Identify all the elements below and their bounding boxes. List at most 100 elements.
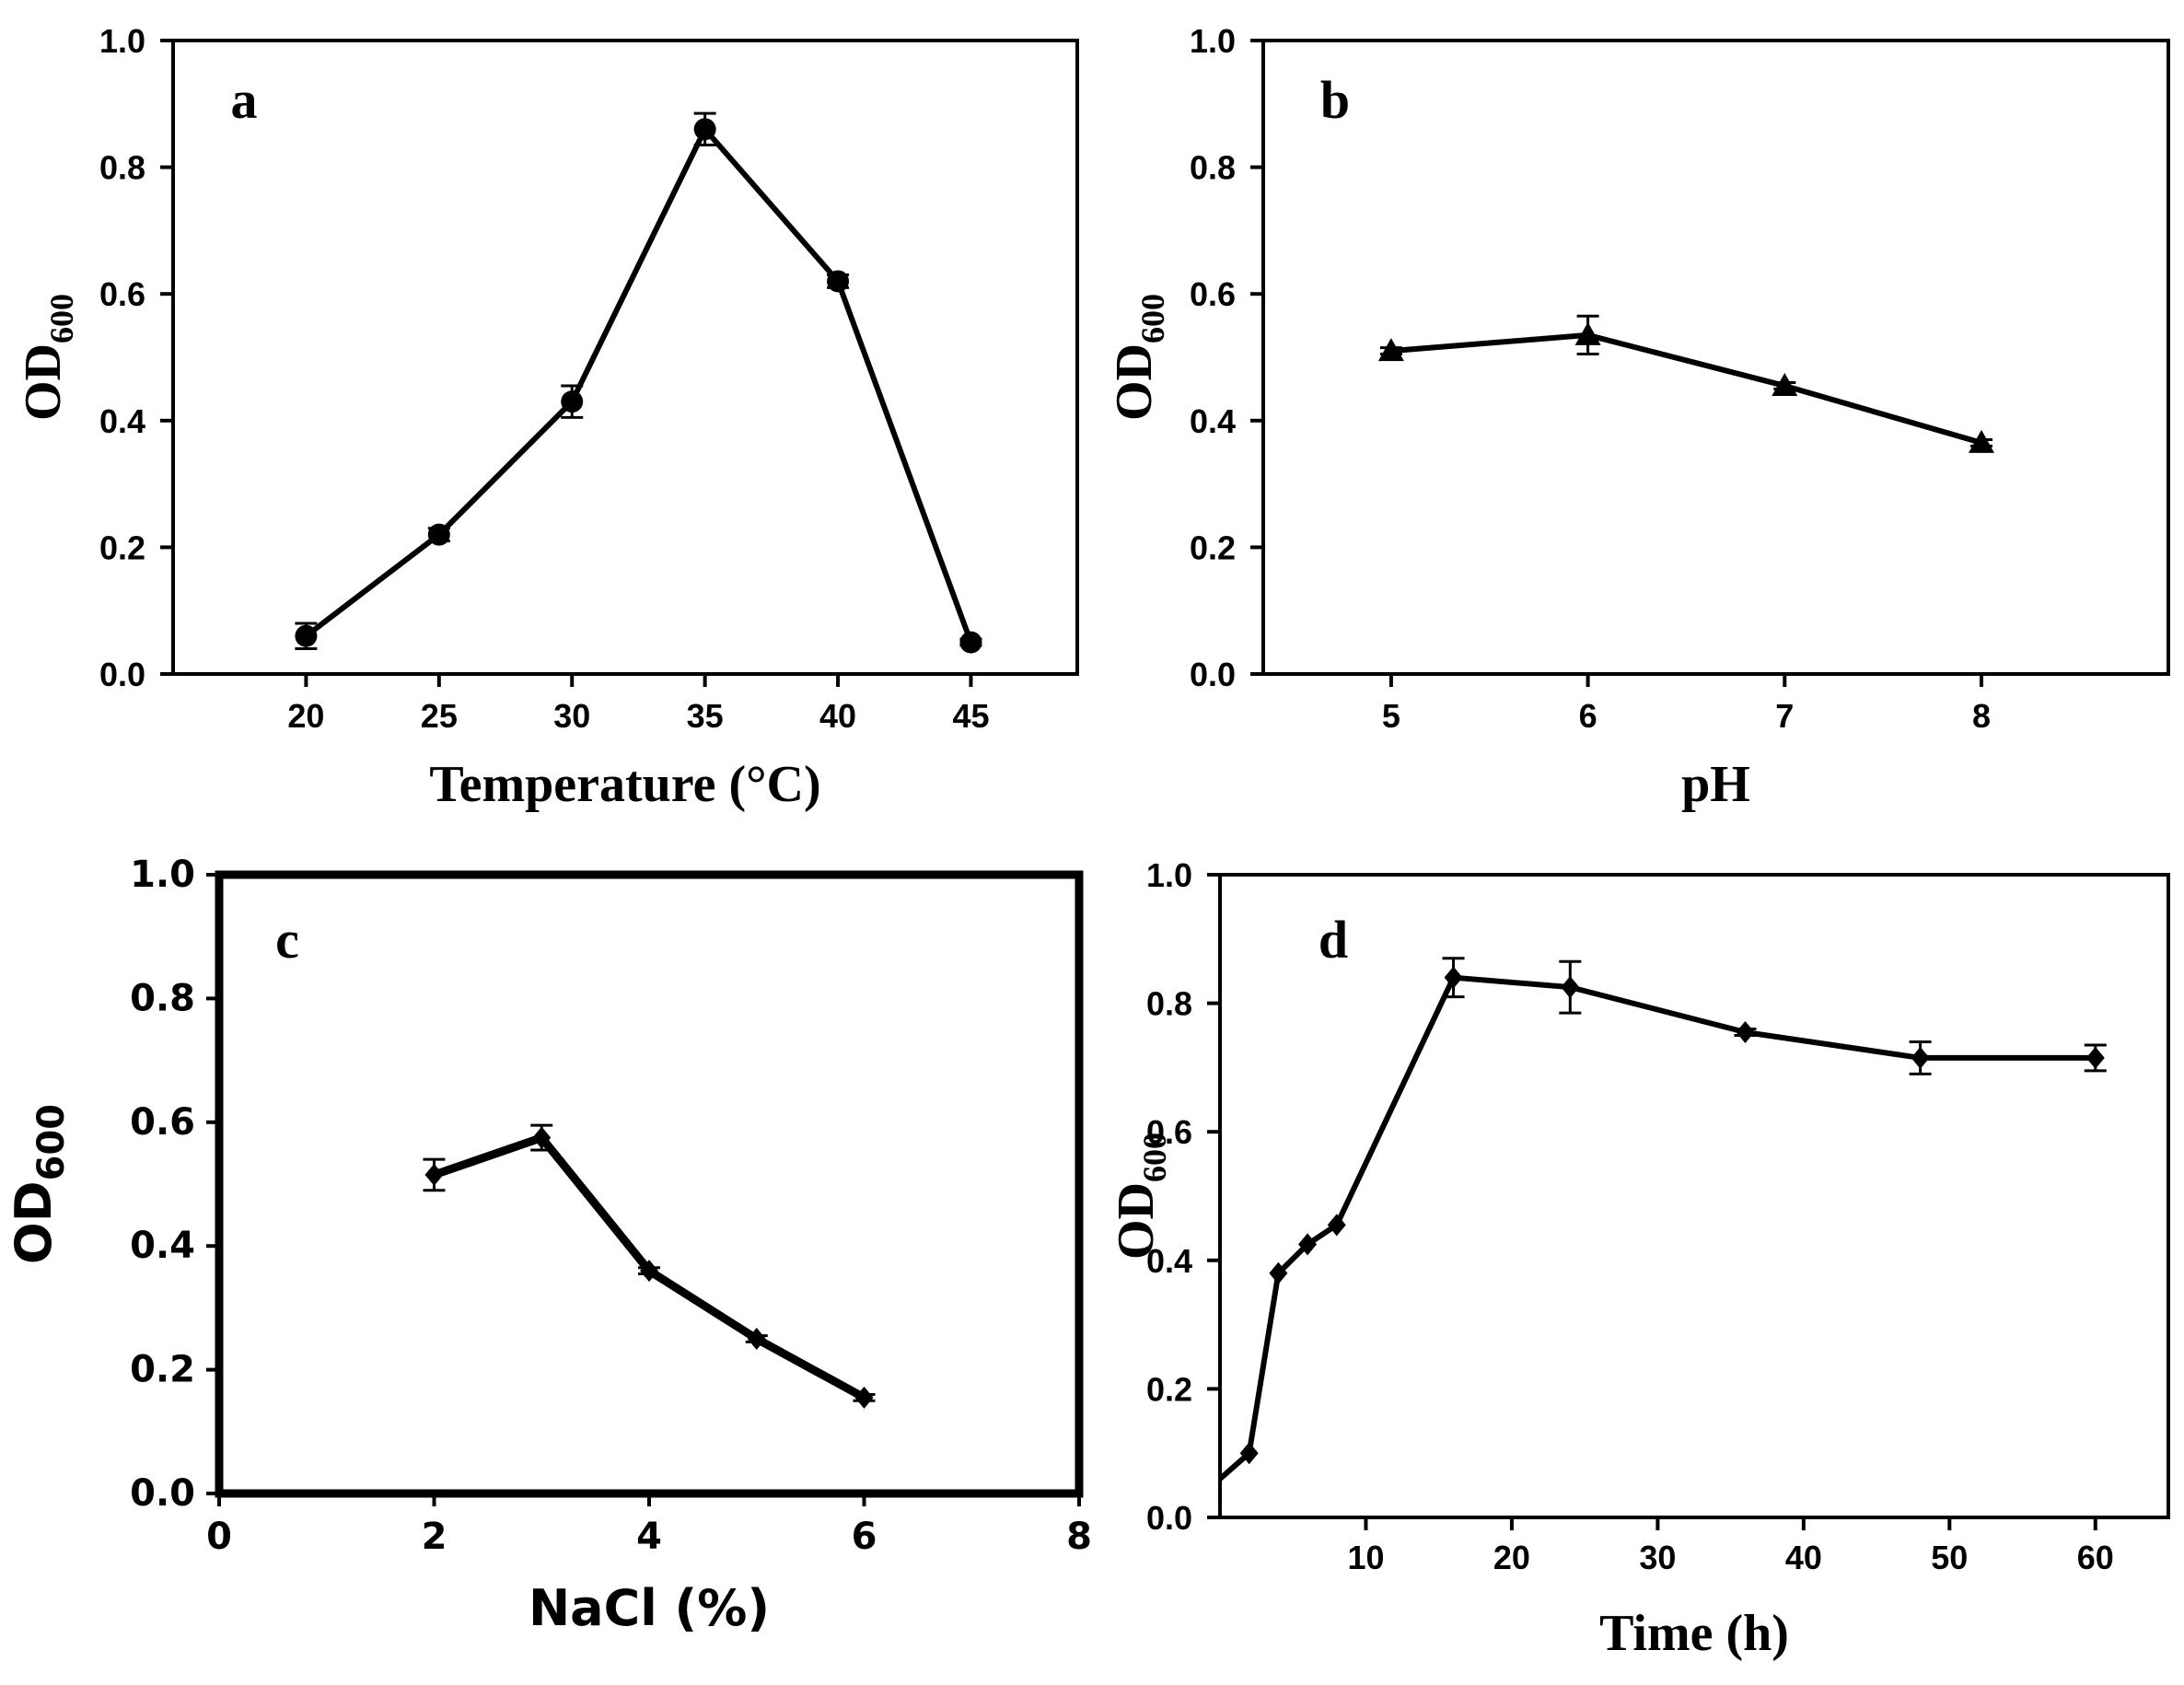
y-tick-label: 0.0 [1190,656,1236,693]
y-tick-label: 0.8 [1146,985,1192,1023]
x-tick-label: 30 [553,697,590,735]
x-axis-title: Time (h) [1599,1605,1789,1662]
data-point [2085,1046,2105,1069]
data-point [1968,429,1994,453]
x-tick-label: 5 [1382,697,1400,735]
x-tick-label: 60 [2077,1539,2114,1576]
panel-letter: c [275,910,299,970]
y-tick-label: 0.0 [130,1472,195,1515]
data-point [1377,338,1404,362]
x-tick-label: 20 [1493,1539,1530,1576]
y-tick-label: 0.6 [1146,1113,1192,1151]
y-tick-label: 0.8 [1190,149,1236,187]
plot-frame [171,39,1079,676]
panel-letter: b [1320,70,1350,130]
x-tick-label: 30 [1639,1539,1676,1576]
y-tick-label: 0.2 [99,529,145,566]
x-tick-label: 50 [1931,1539,1968,1576]
data-point [747,1328,766,1350]
x-tick-label: 40 [819,697,856,735]
data-point [1574,321,1601,345]
data-point [854,1386,874,1409]
x-tick-label: 0 [206,1516,232,1558]
panel-b: 0.0 0.2 0.4 0.6 0.8 1.0 5 6 7 8 b pH OD600 [1106,22,2170,813]
panel-letter: a [231,70,258,130]
y-tick-label: 0.4 [130,1225,195,1267]
x-tick-label: 6 [852,1516,877,1558]
y-tick-label: 0.2 [1190,529,1236,566]
data-point [1298,1233,1318,1256]
x-tick-label: 7 [1775,697,1794,735]
panel-d: 0.0 0.2 0.4 0.6 0.8 1.0 10 20 30 40 50 60 d Time (h) O… [1108,856,2170,1662]
x-tick-label: 2 [422,1516,447,1558]
data-point [640,1260,658,1283]
y-axis-title-main: OD [15,343,72,421]
y-axis-title-sub: 600 [1134,294,1171,343]
x-tick-label: 45 [952,697,989,735]
plot-frame [1261,39,2170,676]
y-axis-title: OD600 [5,1104,73,1264]
y-tick-label: 0.6 [1190,275,1236,313]
y-tick-label: 1.0 [1146,856,1192,894]
data-point [1269,1261,1288,1284]
x-tick-label: 4 [636,1516,662,1558]
x-tick-label: 8 [1972,697,1991,735]
y-tick-label: 1.0 [1190,22,1236,60]
x-tick-label: 20 [287,697,324,735]
y-axis-title: OD600 [15,294,80,421]
x-tick-label: 8 [1066,1516,1092,1558]
y-tick-label: 0.8 [130,977,195,1019]
data-point [532,1126,552,1149]
y-tick-label: 1.0 [130,854,195,896]
y-axis-title-sub: 600 [43,294,80,343]
data-point [424,1163,444,1186]
series-line [1390,331,1982,446]
data-point [1561,976,1580,999]
y-tick-label: 1.0 [99,22,145,60]
plot-frame [215,870,1084,1498]
data-point [427,523,450,546]
y-tick-label: 0.0 [99,656,145,693]
y-tick-label: 0.0 [1146,1499,1192,1537]
data-point [1239,1442,1259,1465]
plot-frame [1218,873,2170,1519]
x-axis-title: Temperature (°C) [429,756,820,813]
x-tick-label: 25 [421,697,458,735]
y-tick-label: 0.2 [130,1349,195,1391]
y-axis-title-sub: 600 [1136,1133,1173,1182]
x-axis-title: NaCl (%) [529,1579,770,1637]
data-point [959,631,982,654]
y-tick-label: 0.4 [99,402,145,440]
data-point [693,118,716,141]
y-tick-label: 0.4 [1190,402,1236,440]
y-tick-label: 0.2 [1146,1370,1192,1408]
y-axis-title: OD600 [1106,294,1171,421]
y-axis-title: OD600 [1108,1133,1173,1260]
data-point [1911,1046,1930,1069]
y-axis-title-main: OD [1106,343,1163,421]
data-point [1327,1214,1346,1237]
series-line [1218,974,2096,1482]
panel-a: 0.0 0.2 0.4 0.6 0.8 1.0 20 25 30 35 40 45 a Temperatu… [15,22,1079,813]
x-tick-label: 6 [1579,697,1597,735]
y-axis-title-sub: 600 [30,1104,73,1181]
y-axis-title-main: OD [5,1180,63,1264]
data-point [1736,1021,1755,1044]
panel-c: 0.0 0.2 0.4 0.6 0.8 1.0 0 2 4 6 8 c NaCl (%) OD600 [5,854,1092,1637]
y-tick-label: 0.6 [130,1101,195,1144]
data-point [295,624,318,647]
series-line [304,126,974,644]
y-tick-label: 0.6 [99,275,145,313]
y-tick-label: 0.8 [99,149,145,187]
data-point [561,390,584,413]
x-axis-title: pH [1681,756,1750,813]
panel-letter: d [1319,910,1348,970]
data-point [827,270,850,293]
y-axis-title-main: OD [1108,1182,1165,1260]
x-tick-label: 35 [687,697,724,735]
data-point [1444,966,1463,989]
x-tick-label: 40 [1785,1539,1822,1576]
y-tick-label: 0.4 [1146,1242,1192,1280]
x-tick-label: 10 [1347,1539,1384,1576]
